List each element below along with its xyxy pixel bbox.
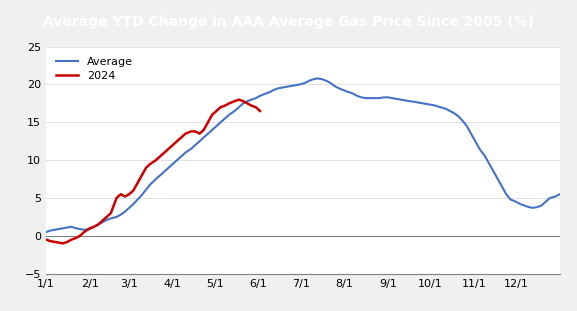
Average — [217, 120, 224, 124]
Legend: Average, 2024: Average, 2024 — [52, 52, 138, 86]
2024 — [117, 192, 124, 196]
2024 — [244, 102, 251, 105]
Average — [451, 111, 458, 115]
2024 — [222, 104, 228, 108]
Average — [442, 107, 449, 111]
2024 — [200, 128, 207, 132]
2024 — [130, 188, 137, 192]
2024 — [157, 155, 164, 158]
Average — [556, 192, 563, 196]
2024 — [122, 195, 129, 198]
2024 — [55, 241, 62, 244]
2024 — [174, 139, 181, 143]
Average — [99, 220, 106, 224]
2024 — [47, 239, 54, 243]
2024 — [239, 99, 246, 103]
2024 — [235, 98, 242, 101]
2024 — [182, 132, 189, 136]
2024 — [51, 240, 58, 244]
2024 — [196, 132, 203, 136]
2024 — [178, 136, 185, 139]
2024 — [64, 240, 71, 244]
2024 — [257, 109, 264, 113]
Average — [314, 77, 321, 80]
2024 — [192, 130, 198, 133]
2024 — [209, 113, 216, 117]
2024 — [103, 215, 110, 219]
2024 — [138, 174, 145, 177]
2024 — [147, 162, 153, 166]
2024 — [226, 102, 233, 105]
Line: 2024: 2024 — [46, 100, 260, 244]
2024 — [59, 242, 66, 245]
Average — [147, 183, 153, 186]
2024 — [72, 236, 79, 240]
2024 — [113, 196, 120, 200]
2024 — [161, 151, 168, 155]
2024 — [252, 105, 259, 109]
2024 — [81, 230, 88, 234]
2024 — [87, 226, 93, 230]
2024 — [77, 234, 84, 238]
2024 — [188, 130, 194, 133]
2024 — [169, 143, 176, 147]
2024 — [99, 219, 106, 223]
2024 — [107, 211, 114, 215]
2024 — [43, 238, 50, 241]
Average — [43, 230, 50, 234]
2024 — [143, 166, 149, 169]
2024 — [231, 99, 238, 103]
2024 — [95, 223, 102, 226]
2024 — [126, 192, 133, 196]
Average — [402, 99, 409, 102]
2024 — [68, 238, 75, 241]
2024 — [152, 158, 159, 162]
2024 — [165, 147, 172, 151]
Text: Average YTD Change in AAA Average Gas Price Since 2005 (%): Average YTD Change in AAA Average Gas Pr… — [43, 15, 534, 29]
2024 — [248, 104, 255, 108]
2024 — [134, 181, 141, 185]
2024 — [213, 109, 220, 113]
Line: Average: Average — [46, 78, 560, 232]
2024 — [204, 120, 211, 124]
2024 — [91, 225, 98, 229]
2024 — [217, 105, 224, 109]
